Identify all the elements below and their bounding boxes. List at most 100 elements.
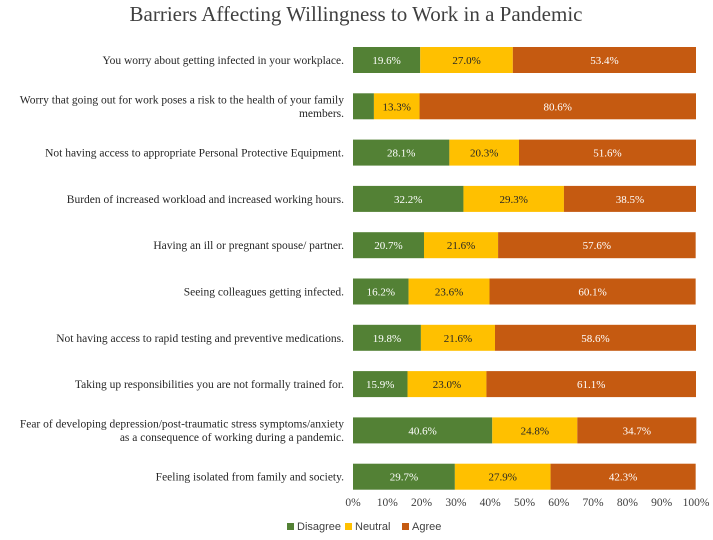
- data-label: 53.4%: [590, 55, 618, 67]
- bar-segment-neutral: [424, 232, 499, 259]
- bar-segment-disagree: [353, 417, 493, 444]
- x-tick-label: 100%: [683, 497, 710, 509]
- x-tick-label: 50%: [514, 497, 536, 509]
- data-label: 21.6%: [444, 333, 472, 345]
- category-label: Taking up responsibilities you are not f…: [75, 379, 344, 391]
- category-label: Not having access to appropriate Persona…: [45, 148, 344, 160]
- bar-segment-agree: [577, 417, 697, 444]
- data-label: 34.7%: [623, 425, 651, 437]
- bar-segment-neutral: [454, 463, 551, 490]
- x-tick-label: 30%: [445, 497, 467, 509]
- category-labels: You worry about getting infected in your…: [20, 55, 344, 484]
- data-label: 42.3%: [609, 472, 637, 484]
- category-label: Not having access to rapid testing and p…: [56, 333, 344, 345]
- bar-segment-disagree: [353, 324, 421, 351]
- bar-segment-neutral: [492, 417, 578, 444]
- legend: Disagree Neutral Agree: [287, 521, 441, 533]
- data-label: 27.9%: [489, 472, 517, 484]
- category-label: Burden of increased workload and increas…: [67, 194, 344, 206]
- data-label: 57.6%: [583, 240, 611, 252]
- legend-swatch-disagree: [287, 523, 294, 530]
- legend-label: Agree: [412, 521, 441, 533]
- legend-swatch-agree: [402, 523, 409, 530]
- data-label: 60.1%: [578, 287, 606, 299]
- category-label-line: Not having access to appropriate Persona…: [45, 148, 344, 160]
- category-label-line: as a consequence of working during a pan…: [120, 432, 344, 444]
- data-label: 51.6%: [593, 148, 621, 160]
- category-label-line: Having an ill or pregnant spouse/ partne…: [153, 240, 344, 252]
- data-label: 23.0%: [433, 379, 461, 391]
- bar-segment-neutral: [420, 47, 513, 73]
- data-label: 40.6%: [408, 425, 436, 437]
- bar-segment-agree: [486, 371, 696, 398]
- data-label: 20.7%: [374, 240, 402, 252]
- x-tick-label: 20%: [411, 497, 433, 509]
- x-tick-label: 40%: [480, 497, 502, 509]
- data-label: 80.6%: [544, 101, 572, 113]
- data-label: 19.6%: [372, 55, 400, 67]
- bar-segment-disagree: [353, 463, 455, 490]
- category-label-line: Worry that going out for work poses a ri…: [20, 95, 344, 107]
- bar-segment-agree: [489, 278, 696, 305]
- data-label: 27.0%: [452, 55, 480, 67]
- legend-label: Disagree: [297, 521, 341, 533]
- chart-title: Barriers Affecting Willingness to Work i…: [130, 2, 583, 26]
- x-tick-label: 60%: [548, 497, 570, 509]
- data-label: 19.8%: [373, 333, 401, 345]
- bar-segment-agree: [519, 139, 696, 166]
- legend-label: Neutral: [355, 521, 390, 533]
- data-label: 29.7%: [390, 472, 418, 484]
- bar-segment-agree: [419, 93, 696, 120]
- bar-segment-agree: [550, 463, 696, 490]
- data-label: 32.2%: [394, 194, 422, 206]
- data-label: 58.6%: [581, 333, 609, 345]
- bar-segment-agree: [512, 47, 696, 73]
- data-label: 16.2%: [367, 287, 395, 299]
- bar-segment-disagree: [353, 185, 464, 212]
- bar-segment-disagree: [353, 278, 409, 305]
- bar-segment-agree: [563, 185, 696, 212]
- category-label-line: Feeling isolated from family and society…: [156, 472, 344, 484]
- bar-segment-neutral: [373, 93, 420, 120]
- bar-segment-disagree: [353, 232, 424, 259]
- data-label: 15.9%: [366, 379, 394, 391]
- x-tick-label: 80%: [617, 497, 639, 509]
- category-label: Seeing colleagues getting infected.: [184, 287, 344, 299]
- bars-group: 19.6% 27.0% 53.4% 13.3% 80.6% 28.1% 20.3% 51.6%…: [353, 47, 697, 490]
- category-label: Feeling isolated from family and society…: [156, 472, 344, 484]
- category-label: Fear of developing depression/post-traum…: [20, 419, 344, 445]
- data-label: 13.3%: [383, 101, 411, 113]
- category-label-line: Seeing colleagues getting infected.: [184, 287, 344, 299]
- bar-segment-neutral: [463, 185, 564, 212]
- bar-segment-agree: [495, 324, 696, 351]
- bar-segment-agree: [498, 232, 696, 259]
- data-label: 29.3%: [499, 194, 527, 206]
- bar-segment-disagree: [353, 371, 408, 398]
- x-axis: 0% 10% 20% 30% 40% 50% 60% 70% 80% 90% 100%: [345, 497, 710, 509]
- category-label: Worry that going out for work poses a ri…: [20, 95, 344, 121]
- category-label: Having an ill or pregnant spouse/ partne…: [153, 240, 344, 252]
- x-tick-label: 70%: [583, 497, 605, 509]
- x-tick-label: 10%: [377, 497, 399, 509]
- category-label-line: Taking up responsibilities you are not f…: [75, 379, 344, 391]
- x-tick-label: 0%: [345, 497, 361, 509]
- category-label-line: Fear of developing depression/post-traum…: [20, 419, 344, 431]
- category-label-line: Burden of increased workload and increas…: [67, 194, 344, 206]
- category-label-line: You worry about getting infected in your…: [102, 55, 344, 67]
- data-label: 21.6%: [447, 240, 475, 252]
- bar-segment-neutral: [420, 324, 495, 351]
- bar-segment-disagree: [353, 93, 374, 120]
- legend-swatch-neutral: [345, 523, 352, 530]
- bar-segment-neutral: [407, 371, 487, 398]
- category-label: You worry about getting infected in your…: [102, 55, 344, 67]
- x-tick-label: 90%: [651, 497, 673, 509]
- bar-segment-neutral: [449, 139, 520, 166]
- bar-segment-disagree: [353, 47, 421, 73]
- data-label: 61.1%: [577, 379, 605, 391]
- category-label-line: members.: [299, 108, 344, 120]
- data-label: 38.5%: [616, 194, 644, 206]
- data-label: 24.8%: [521, 425, 549, 437]
- category-label-line: Not having access to rapid testing and p…: [56, 333, 344, 345]
